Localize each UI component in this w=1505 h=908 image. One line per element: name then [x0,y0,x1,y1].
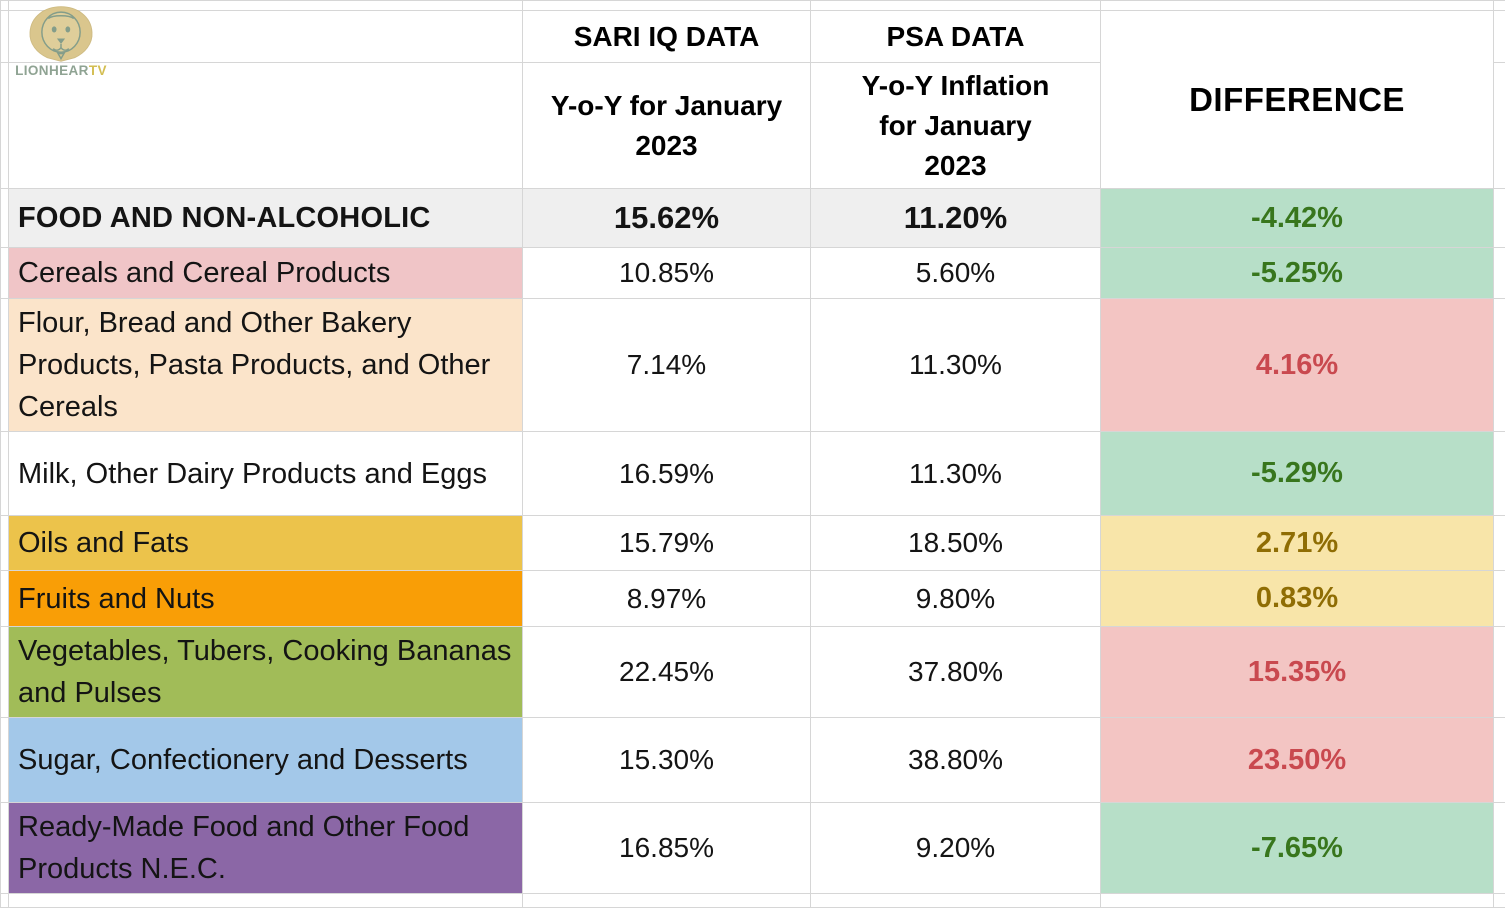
grid-edge-cell [9,894,523,908]
psa-value-cell[interactable]: 9.80% [811,571,1101,627]
grid-edge-cell [1494,11,1505,63]
sari-value-cell[interactable]: 8.97% [523,571,811,627]
grid-edge-cell [1,571,9,627]
grid-edge-cell [1494,299,1505,432]
grid-edge-cell [1494,432,1505,516]
grid-edge-cell [1494,894,1505,908]
category-cell[interactable]: FOOD AND NON-ALCOHOLIC [9,189,523,248]
psa-value-cell[interactable]: 9.20% [811,803,1101,894]
corner-blank-cell[interactable] [9,11,523,63]
grid-edge-cell [1494,1,1505,11]
sari-data-header[interactable]: SARI IQ DATA [523,11,811,63]
difference-header[interactable]: DIFFERENCE [1101,11,1494,189]
grid-edge-cell [1494,189,1505,248]
grid-edge-cell [1,1,9,11]
category-cell[interactable]: Vegetables, Tubers, Cooking Bananas and … [9,627,523,718]
grid-edge-cell [1101,894,1494,908]
difference-value-cell[interactable]: 0.83% [1101,571,1494,627]
psa-value-cell[interactable]: 38.80% [811,718,1101,803]
grid-edge-cell [523,894,811,908]
difference-value-cell[interactable]: -5.29% [1101,432,1494,516]
sari-subheader[interactable]: Y-o-Y for January 2023 [523,63,811,189]
table-row: Vegetables, Tubers, Cooking Bananas and … [1,627,1505,718]
sari-value-cell[interactable]: 16.59% [523,432,811,516]
blank-label-header-cell[interactable] [9,63,523,189]
sari-value-cell[interactable]: 15.79% [523,516,811,571]
category-cell[interactable]: Milk, Other Dairy Products and Eggs [9,432,523,516]
table-row: Flour, Bread and Other Bakery Products, … [1,299,1505,432]
difference-value-cell[interactable]: 2.71% [1101,516,1494,571]
grid-edge-cell [9,1,523,11]
grid-edge-cell [1,803,9,894]
grid-edge-cell [1494,718,1505,803]
psa-value-cell[interactable]: 18.50% [811,516,1101,571]
sari-value-cell[interactable]: 15.62% [523,189,811,248]
difference-value-cell[interactable]: -4.42% [1101,189,1494,248]
grid-edge-cell [1,718,9,803]
grid-edge-cell [1,189,9,248]
sari-value-cell[interactable]: 16.85% [523,803,811,894]
grid-edge-cell [1494,627,1505,718]
grid-edge-cell [1494,571,1505,627]
grid-edge-cell [811,894,1101,908]
category-cell[interactable]: Oils and Fats [9,516,523,571]
difference-value-cell[interactable]: -5.25% [1101,248,1494,299]
grid-edge-cell [1494,803,1505,894]
partial-bottom-row [1,894,1505,908]
grid-edge-cell [1494,63,1505,189]
table-row: Ready-Made Food and Other Food Products … [1,803,1505,894]
sari-value-cell[interactable]: 10.85% [523,248,811,299]
psa-value-cell[interactable]: 11.30% [811,432,1101,516]
psa-value-cell[interactable]: 11.20% [811,189,1101,248]
category-cell[interactable]: Cereals and Cereal Products [9,248,523,299]
grid-edge-cell [1,299,9,432]
grid-edge-cell [1,627,9,718]
grid-edge-cell [1,432,9,516]
sari-value-cell[interactable]: 7.14% [523,299,811,432]
category-cell[interactable]: Ready-Made Food and Other Food Products … [9,803,523,894]
grid-edge-cell [1,516,9,571]
grid-edge-cell [1,11,9,63]
grid-edge-cell [1,248,9,299]
difference-value-cell[interactable]: -7.65% [1101,803,1494,894]
grid-edge-cell [523,1,811,11]
category-cell[interactable]: Sugar, Confectionery and Desserts [9,718,523,803]
partial-top-row [1,1,1505,11]
grid-edge-cell [811,1,1101,11]
grid-edge-cell [1494,248,1505,299]
grid-edge-cell [1,63,9,189]
psa-data-header[interactable]: PSA DATA [811,11,1101,63]
grid-edge-cell [1101,1,1494,11]
grid-edge-cell [1494,516,1505,571]
psa-subheader[interactable]: Y-o-Y Inflation for January 2023 [811,63,1101,189]
difference-value-cell[interactable]: 23.50% [1101,718,1494,803]
psa-value-cell[interactable]: 11.30% [811,299,1101,432]
category-cell[interactable]: Fruits and Nuts [9,571,523,627]
category-cell[interactable]: Flour, Bread and Other Bakery Products, … [9,299,523,432]
grid-edge-cell [1,894,9,908]
difference-value-cell[interactable]: 4.16% [1101,299,1494,432]
psa-value-cell[interactable]: 5.60% [811,248,1101,299]
sari-value-cell[interactable]: 22.45% [523,627,811,718]
sari-value-cell[interactable]: 15.30% [523,718,811,803]
difference-value-cell[interactable]: 15.35% [1101,627,1494,718]
psa-value-cell[interactable]: 37.80% [811,627,1101,718]
header-row-source: SARI IQ DATA PSA DATA DIFFERENCE [1,11,1505,63]
